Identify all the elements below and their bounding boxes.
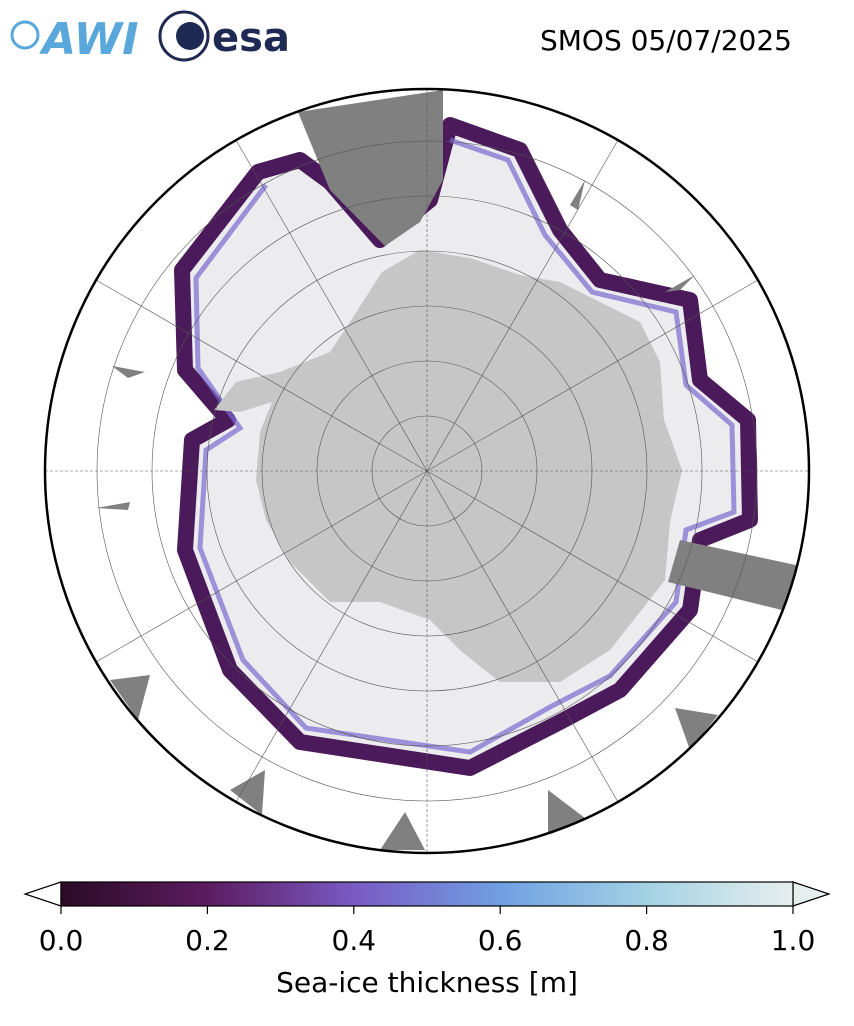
antarctica bbox=[214, 250, 682, 682]
logo-text: AWI bbox=[39, 14, 139, 65]
logo-text: esa bbox=[212, 15, 290, 61]
esa-logo: esa bbox=[158, 10, 290, 62]
colorbar bbox=[23, 881, 831, 907]
colorbar-tick-label: 0.4 bbox=[332, 924, 377, 957]
colorbar-ramp bbox=[60, 881, 794, 907]
graticule bbox=[45, 89, 809, 853]
colorbar-tick-label: 0.2 bbox=[185, 924, 230, 957]
colorbar-label: Sea-ice thickness [m] bbox=[276, 966, 578, 999]
awi-logo: AWI bbox=[10, 14, 139, 65]
colorbar-tick-label: 0.0 bbox=[39, 924, 84, 957]
colorbar-tick-label: 0.8 bbox=[624, 924, 669, 957]
map-border bbox=[43, 87, 811, 855]
colorbar-tick-label: 1.0 bbox=[771, 924, 816, 957]
map-title: SMOS 05/07/2025 bbox=[540, 24, 792, 57]
map bbox=[45, 89, 809, 853]
colorbar-tick-label: 0.6 bbox=[478, 924, 523, 957]
